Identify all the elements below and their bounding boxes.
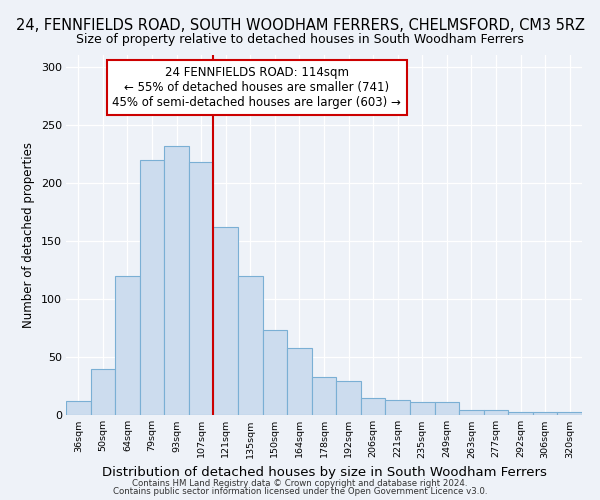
Bar bbox=[557, 412, 582, 415]
Y-axis label: Number of detached properties: Number of detached properties bbox=[22, 142, 35, 328]
Text: Contains HM Land Registry data © Crown copyright and database right 2024.: Contains HM Land Registry data © Crown c… bbox=[132, 478, 468, 488]
Bar bbox=[484, 410, 508, 415]
Bar bbox=[238, 276, 263, 415]
Bar bbox=[91, 368, 115, 415]
Bar bbox=[189, 162, 214, 415]
Bar bbox=[410, 402, 434, 415]
X-axis label: Distribution of detached houses by size in South Woodham Ferrers: Distribution of detached houses by size … bbox=[101, 466, 547, 479]
Bar bbox=[336, 382, 361, 415]
Bar bbox=[508, 412, 533, 415]
Bar bbox=[385, 400, 410, 415]
Bar bbox=[66, 401, 91, 415]
Bar bbox=[434, 402, 459, 415]
Bar bbox=[287, 348, 312, 415]
Bar bbox=[533, 412, 557, 415]
Bar bbox=[140, 160, 164, 415]
Bar bbox=[361, 398, 385, 415]
Text: Contains public sector information licensed under the Open Government Licence v3: Contains public sector information licen… bbox=[113, 487, 487, 496]
Bar bbox=[164, 146, 189, 415]
Text: 24 FENNFIELDS ROAD: 114sqm
← 55% of detached houses are smaller (741)
45% of sem: 24 FENNFIELDS ROAD: 114sqm ← 55% of deta… bbox=[112, 66, 401, 109]
Bar bbox=[459, 410, 484, 415]
Bar bbox=[214, 227, 238, 415]
Text: 24, FENNFIELDS ROAD, SOUTH WOODHAM FERRERS, CHELMSFORD, CM3 5RZ: 24, FENNFIELDS ROAD, SOUTH WOODHAM FERRE… bbox=[16, 18, 584, 32]
Text: Size of property relative to detached houses in South Woodham Ferrers: Size of property relative to detached ho… bbox=[76, 32, 524, 46]
Bar bbox=[115, 276, 140, 415]
Bar bbox=[312, 376, 336, 415]
Bar bbox=[263, 330, 287, 415]
